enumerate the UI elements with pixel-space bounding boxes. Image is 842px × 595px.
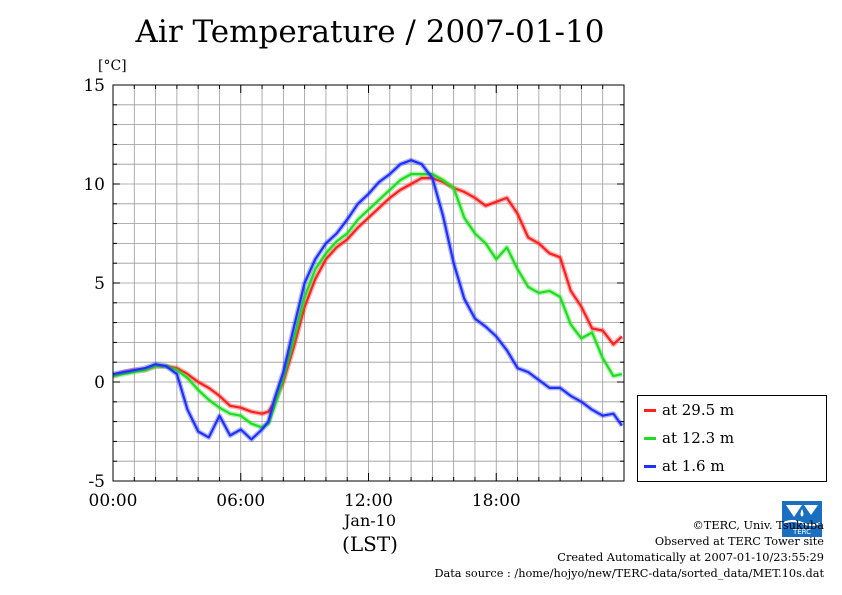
legend-swatch-blue (644, 464, 656, 468)
series-halo-2 (112, 157, 624, 442)
x-date-label: Jan-10 (343, 511, 397, 530)
y-tick-label: 10 (83, 175, 105, 195)
series-layer (112, 157, 624, 442)
legend-item-29-5m: at 29.5 m (644, 400, 734, 420)
legend-label: at 29.5 m (662, 401, 735, 419)
x-tick-label: 00:00 (89, 491, 138, 511)
x-tick-label: 18:00 (472, 491, 521, 511)
legend-swatch-red (644, 408, 656, 412)
grid-layer (113, 85, 624, 481)
legend-label: at 12.3 m (662, 429, 735, 447)
legend-item-1-6m: at 1.6 m (644, 456, 725, 476)
legend: at 29.5 m at 12.3 m at 1.6 m (637, 395, 827, 482)
x-tick-label: 12:00 (344, 491, 393, 511)
y-tick-label: 5 (94, 274, 105, 294)
credits-block: ©TERC, Univ. Tsukuba Observed at TERC To… (434, 518, 824, 582)
x-tick-label: 06:00 (216, 491, 265, 511)
series-line-2 (112, 159, 623, 441)
credits-source: Data source : /home/hojyo/new/TERC-data/… (434, 567, 824, 580)
series-line-0 (112, 177, 623, 415)
x-units-label: (LST) (342, 532, 398, 556)
logo-text: TERC (792, 528, 811, 536)
y-tick-label: 0 (94, 373, 105, 393)
credits-observed: Observed at TERC Tower site (654, 535, 824, 548)
y-tick-label: 15 (83, 76, 105, 96)
terc-logo-icon: TERC (782, 501, 822, 537)
axes-layer (112, 84, 625, 482)
chart-title: Air Temperature / 2007-01-10 (135, 14, 605, 50)
y-axis-label: [°C] (98, 58, 127, 74)
legend-item-12-3m: at 12.3 m (644, 428, 734, 448)
y-tick-label: -5 (88, 472, 105, 492)
label-layer: 15 10 5 0 -500:00 06:00 12:00 18:00 [°C] (83, 58, 520, 511)
credits-copyright: ©TERC, Univ. Tsukuba (692, 519, 824, 532)
series-line-1 (112, 173, 623, 429)
legend-label: at 1.6 m (662, 457, 725, 475)
legend-swatch-green (644, 436, 656, 440)
credits-created: Created Automatically at 2007-01-10/23:5… (557, 551, 824, 564)
